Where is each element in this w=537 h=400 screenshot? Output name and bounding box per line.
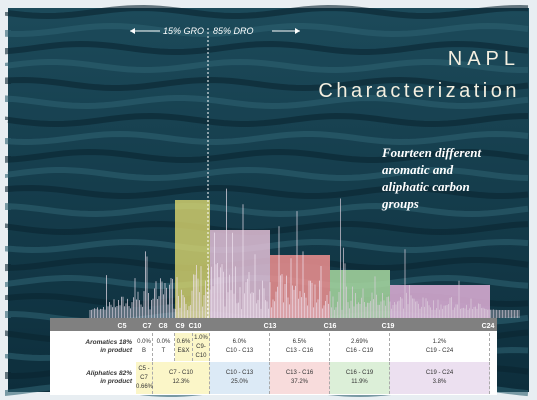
cell-value: 37.2%	[270, 378, 329, 387]
cell-value: 1.2%	[390, 338, 489, 347]
table-cell: 6.5%C13 - C16	[270, 333, 330, 361]
table-cell: 1.2%C19 - C24	[390, 333, 490, 361]
table-cell: 6.0%C10 - C13	[210, 333, 270, 361]
table-cell: 1.0%C9-C10	[193, 333, 210, 361]
carbon-label: C13	[264, 323, 277, 330]
slide: 15% GRO 85% DRO NAPL Characterization Fo…	[0, 0, 537, 400]
cell-value: 2.69%	[330, 338, 389, 347]
carbon-label: C8	[159, 323, 168, 330]
cell-range: B	[136, 347, 152, 356]
cell-range: C19 - C24	[390, 369, 489, 378]
cell-value: 25.0%	[210, 378, 269, 387]
cell-range: C9-C10	[193, 343, 209, 361]
cell-value: 12.3%	[153, 378, 209, 387]
cell-range: C10 - C13	[210, 369, 269, 378]
table-cell: 0.6%E&X	[175, 333, 193, 361]
cell-value: 6.0%	[210, 338, 269, 347]
carbon-label: C19	[382, 323, 395, 330]
carbon-label: C5	[118, 323, 127, 330]
title: NAPL	[448, 48, 520, 70]
row-label: Aliphatics 82%in product	[52, 370, 132, 386]
row-label: Aromatics 18%in product	[52, 339, 132, 355]
table-cell: 0.0%T	[153, 333, 175, 361]
cell-range: T	[153, 347, 174, 356]
row-label-line: in product	[52, 378, 132, 386]
cell-value: 1.0%	[193, 334, 209, 343]
subtitle-line: Fourteen different	[381, 145, 481, 160]
arrow-label: 15% GRO	[163, 26, 204, 36]
row-label-line: in product	[52, 347, 132, 355]
carbon-label: C7	[143, 323, 152, 330]
row-label-line: Aromatics 18%	[52, 339, 132, 347]
carbon-label: C9	[176, 323, 185, 330]
row-label-line: Aliphatics 82%	[52, 370, 132, 378]
arrow-label: 85% DRO	[213, 26, 254, 36]
cell-value: 0.0%	[136, 338, 152, 347]
cell-range: C7 - C10	[153, 369, 209, 378]
cell-range: C13 - C16	[270, 369, 329, 378]
cell-range: C10 - C13	[210, 347, 269, 356]
carbon-label: C10	[189, 323, 202, 330]
cell-value: 0.0%	[153, 338, 174, 347]
cell-value: 3.8%	[390, 378, 489, 387]
cell-range: C16 - C19	[330, 347, 389, 356]
title: Characterization	[318, 80, 520, 102]
band	[175, 200, 210, 318]
table-cell: 2.69%C16 - C19	[330, 333, 390, 361]
cell-range: C19 - C24	[390, 347, 489, 356]
cell-range: E&X	[175, 347, 192, 356]
cell-range: C16 - C19	[330, 369, 389, 378]
cell-value: 11.9%	[330, 378, 389, 387]
subtitle-line: aromatic and	[382, 162, 454, 177]
subtitle-line: aliphatic carbon	[382, 179, 470, 194]
cell-value: 6.5%	[270, 338, 329, 347]
cell-value: 0.66%	[136, 383, 152, 392]
table-cell: 0.0%B	[136, 333, 153, 361]
cell-range: C13 - C16	[270, 347, 329, 356]
cell-value: 0.6%	[175, 338, 192, 347]
carbon-label: C24	[482, 323, 495, 330]
subtitle-line: groups	[381, 196, 419, 211]
cell-range: C5 - C7	[136, 365, 152, 383]
carbon-label: C16	[324, 323, 337, 330]
